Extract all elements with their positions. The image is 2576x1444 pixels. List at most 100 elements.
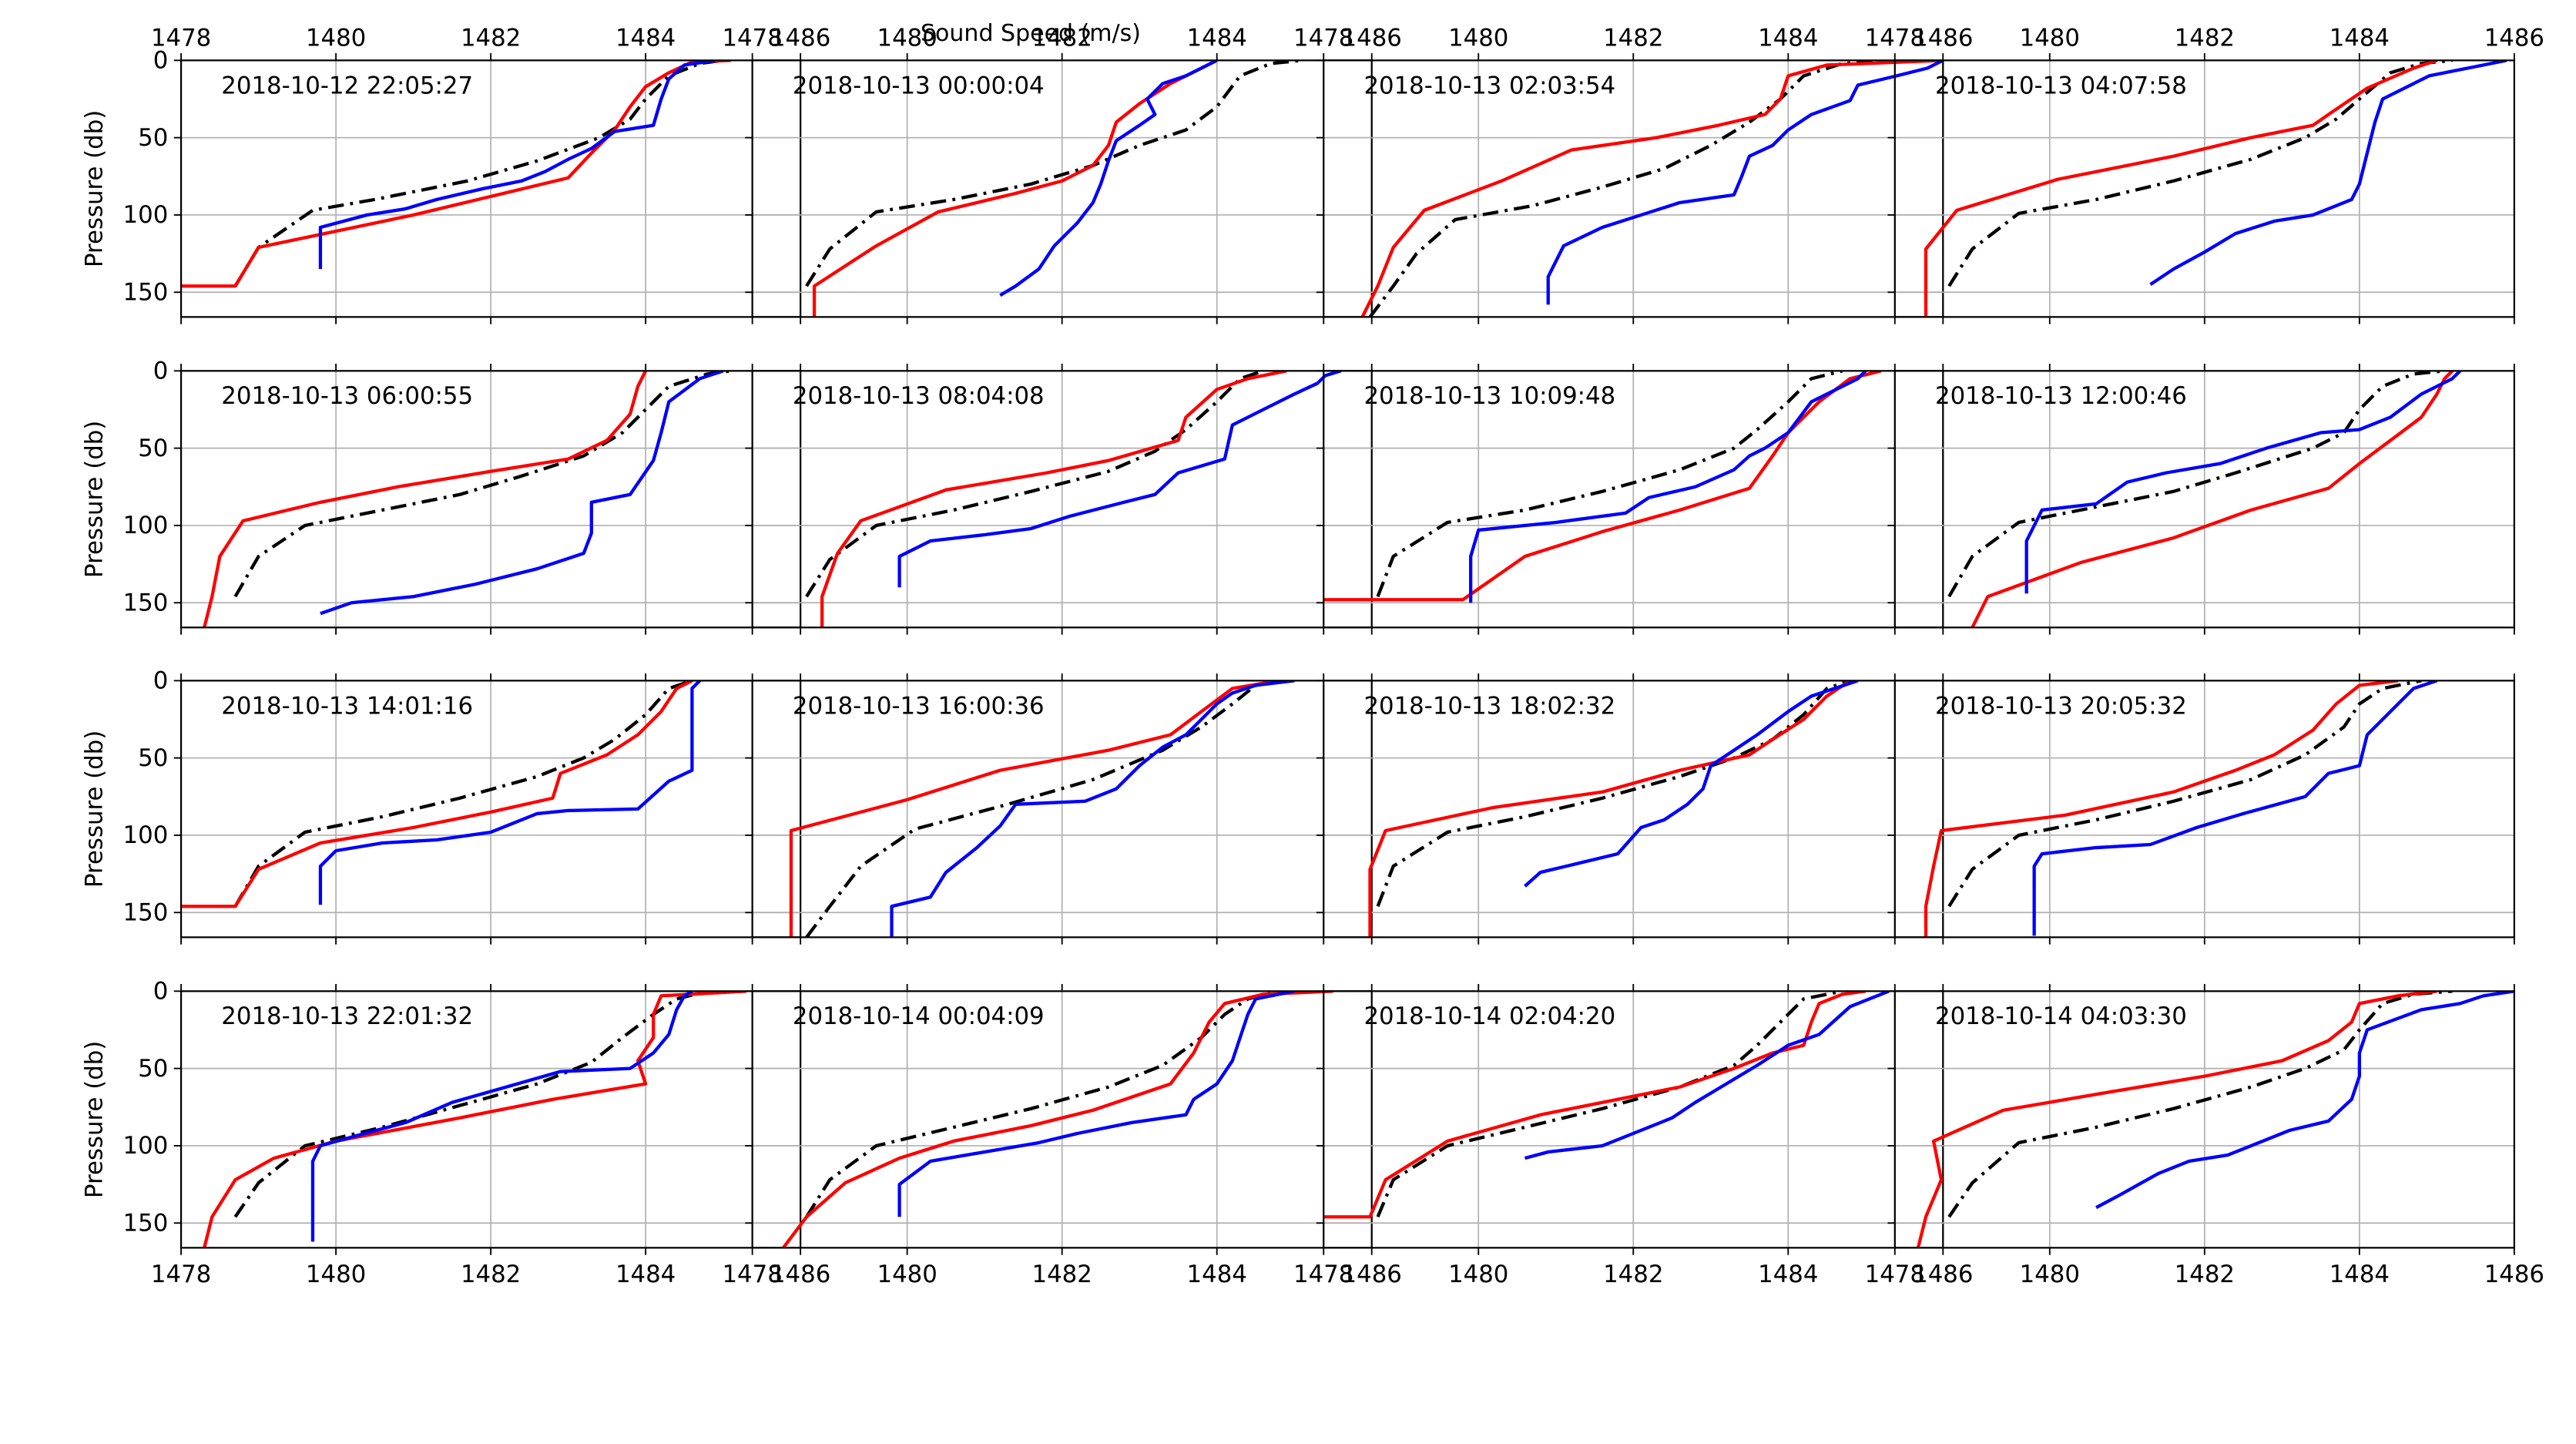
series-black-dashdot <box>805 371 1264 598</box>
series-black-dashdot <box>1376 371 1843 597</box>
panel-timestamp: 2018-10-13 12:00:46 <box>1935 382 2187 410</box>
series-black-dashdot <box>1376 991 1843 1218</box>
series-black-dashdot <box>1947 680 2422 908</box>
y-tick-label: 50 <box>138 744 168 772</box>
panel-timestamp: 2018-10-13 08:04:08 <box>793 382 1045 410</box>
series-layer <box>1947 371 2462 628</box>
panel-15: 2018-10-14 02:04:20 1478 1480 1482 1484 1486 <box>1293 984 1973 1288</box>
x-tick-label-top: 1478 <box>1293 25 1353 52</box>
x-tick-label: 1484 <box>1187 1261 1247 1288</box>
x-tick-label-top: 1482 <box>1603 25 1663 52</box>
y-tick-label: 0 <box>153 358 169 385</box>
y-axis-label: Pressure (db) <box>80 110 108 267</box>
series-layer <box>805 60 1303 317</box>
series-black-dashdot <box>805 680 1287 938</box>
y-axis-label: Pressure (db) <box>80 1041 108 1198</box>
series-blue <box>320 371 724 616</box>
panel-2: 2018-10-13 00:00:04 1478 1480 1482 1484 1486 <box>722 25 1402 324</box>
x-tick-label: 1478 <box>1293 1261 1353 1288</box>
series-black-dashdot <box>1947 371 2445 598</box>
x-tick-label-top: 1486 <box>770 25 830 52</box>
x-tick-label: 1480 <box>2020 1261 2080 1288</box>
panel-5: 2018-10-13 06:00:55 0 50 100 150 Pressure (db… <box>80 358 802 635</box>
series-red <box>789 680 1280 938</box>
panel-timestamp: 2018-10-14 04:03:30 <box>1935 1002 2187 1030</box>
series-red <box>1368 680 1851 938</box>
series-black-dashdot <box>1947 991 2453 1218</box>
series-blue <box>318 680 701 905</box>
x-tick-label: 1482 <box>2175 1261 2235 1288</box>
x-tick-label-top: 1478 <box>722 25 782 52</box>
panel-timestamp: 2018-10-13 02:03:54 <box>1363 72 1615 99</box>
series-red <box>1924 680 2399 938</box>
series-red <box>181 60 731 288</box>
panels-layer: 2018-10-12 22:05:27 1478 1480 1482 1484 1486 0… <box>80 25 2544 1288</box>
panel-timestamp: 2018-10-13 04:07:58 <box>1935 72 2187 99</box>
panel-timestamp: 2018-10-13 16:00:36 <box>793 692 1045 720</box>
series-layer <box>1924 60 2507 317</box>
series-black-dashdot <box>805 991 1280 1218</box>
y-tick-label: 150 <box>123 589 169 616</box>
x-tick-label-top: 1478 <box>151 25 211 52</box>
series-red <box>1323 991 1867 1219</box>
panel-4: 2018-10-13 04:07:58 1478 1480 1482 1484 1486 <box>1865 25 2544 324</box>
y-tick-label: 50 <box>138 435 168 462</box>
series-red <box>782 991 1333 1248</box>
panel-12: 2018-10-13 20:05:32 <box>1887 673 2515 945</box>
x-tick-label: 1480 <box>306 1261 366 1288</box>
series-layer <box>1924 680 2438 938</box>
series-blue <box>1469 371 1867 603</box>
x-tick-label: 1484 <box>1758 1261 1818 1288</box>
series-layer <box>1323 991 1890 1219</box>
x-tick-label-top: 1482 <box>2175 25 2235 52</box>
panel-1: 2018-10-12 22:05:27 1478 1480 1482 1484 1486 0… <box>80 25 830 324</box>
series-layer <box>1916 991 2514 1248</box>
x-tick-label: 1484 <box>615 1261 676 1288</box>
panel-timestamp: 2018-10-13 00:00:04 <box>793 72 1045 99</box>
series-blue <box>897 371 1342 588</box>
x-tick-label-top: 1480 <box>877 25 937 52</box>
panel-timestamp: 2018-10-13 18:02:32 <box>1363 692 1615 720</box>
x-tick-label: 1486 <box>770 1261 830 1288</box>
panel-timestamp: 2018-10-13 14:01:16 <box>221 692 473 720</box>
panel-8: 2018-10-13 12:00:46 <box>1887 363 2515 635</box>
series-blue <box>2095 991 2514 1210</box>
series-blue <box>310 991 693 1242</box>
x-tick-label: 1480 <box>1448 1261 1508 1288</box>
y-tick-label: 100 <box>123 512 169 539</box>
series-layer <box>181 60 731 288</box>
panel-timestamp: 2018-10-12 22:05:27 <box>221 72 473 99</box>
x-tick-label-top: 1482 <box>461 25 521 52</box>
x-tick-label-top: 1484 <box>2329 25 2390 52</box>
series-red <box>1916 991 2437 1248</box>
series-red <box>820 371 1287 628</box>
panel-13: 2018-10-13 22:01:32 1478 1480 1482 1484 1486 0… <box>80 978 830 1289</box>
series-blue <box>890 680 1295 938</box>
y-tick-label: 0 <box>153 978 169 1006</box>
x-tick-label-top: 1486 <box>1913 25 1973 52</box>
series-blue <box>318 60 716 270</box>
series-layer <box>1323 371 1882 603</box>
series-black-dashdot <box>1376 680 1851 908</box>
series-layer <box>782 991 1333 1248</box>
panel-14: 2018-10-14 00:04:09 1478 1480 1482 1484 1486 <box>722 984 1402 1288</box>
panel-timestamp: 2018-10-13 10:09:48 <box>1363 382 1615 410</box>
x-axis-label: Sound Speed (m/s) <box>921 20 1141 47</box>
y-tick-label: 0 <box>153 667 169 695</box>
panel-7: 2018-10-13 10:09:48 <box>1316 363 1944 635</box>
series-blue <box>1524 991 1890 1160</box>
panel-6: 2018-10-13 08:04:08 <box>745 363 1373 635</box>
series-black-dashdot <box>805 60 1303 287</box>
series-layer <box>789 680 1295 938</box>
x-tick-label: 1478 <box>1865 1261 1925 1288</box>
y-tick-label: 100 <box>123 201 169 229</box>
series-red <box>203 371 648 628</box>
series-red <box>812 60 1218 317</box>
x-tick-label: 1486 <box>1342 1261 1402 1288</box>
panel-timestamp: 2018-10-14 00:04:09 <box>793 1002 1045 1030</box>
y-tick-label: 150 <box>123 279 169 307</box>
series-red <box>1924 60 2438 317</box>
y-tick-label: 150 <box>123 1210 169 1237</box>
